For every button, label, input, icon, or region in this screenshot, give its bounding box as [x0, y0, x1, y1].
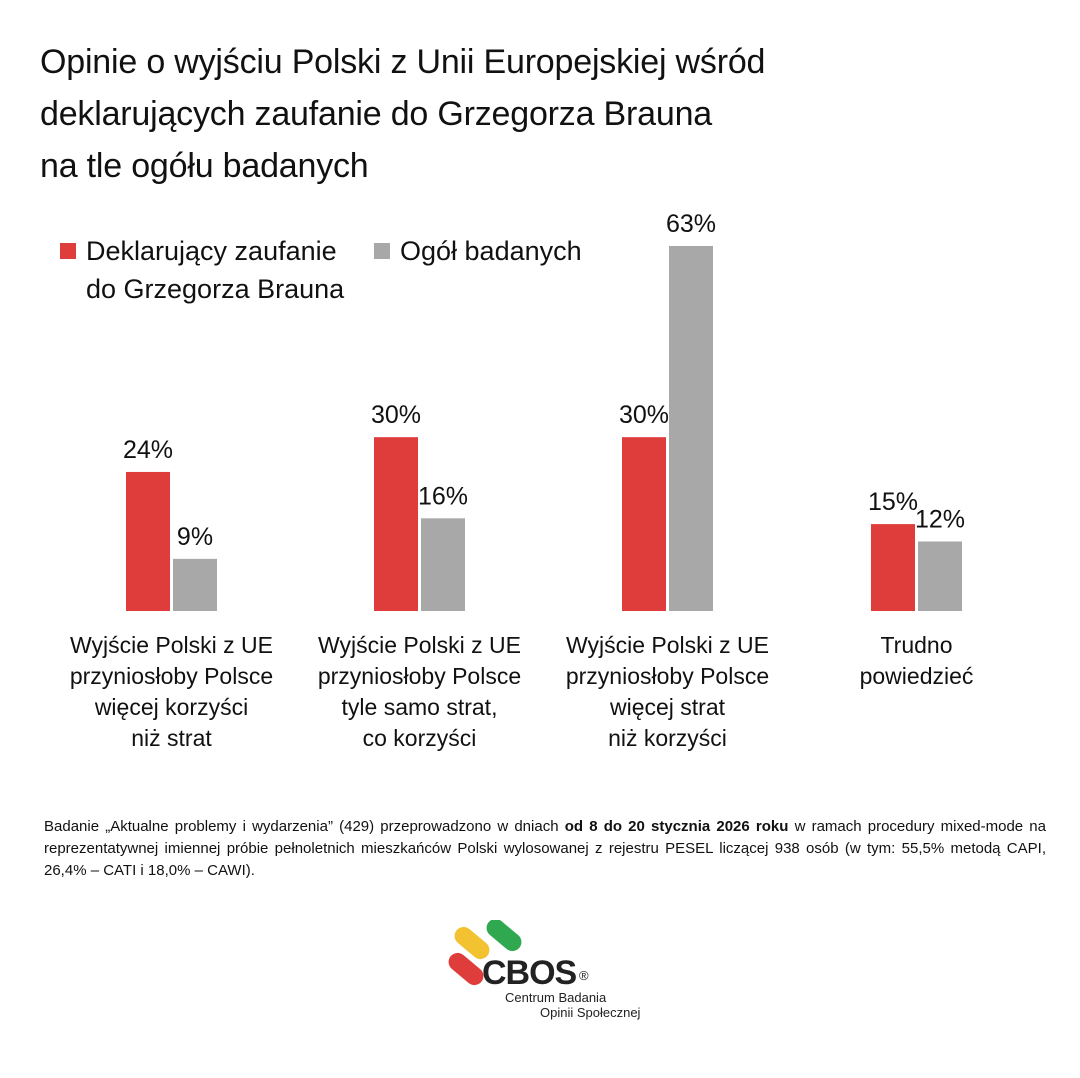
title-line-2: deklarujących zaufanie do Grzegorza Brau…: [40, 95, 712, 133]
bar-ogol-2: [669, 246, 713, 611]
category-label-2-line-3: niż korzyści: [608, 725, 727, 751]
cbos-logo-icon: [448, 920, 522, 986]
category-label-0-line-0: Wyjście Polski z UE: [70, 632, 273, 658]
category-label-0-line-3: niż strat: [131, 725, 212, 751]
note-text-2: w ramach procedury mixed-mode na repreze…: [44, 818, 1046, 879]
logo-pill-yellow: [454, 926, 490, 960]
bar-brauna-2: [622, 437, 666, 611]
data-label-ogol-3: 12%: [915, 505, 965, 533]
title-line-1: Opinie o wyjściu Polski z Unii Europejsk…: [40, 43, 766, 81]
data-label-ogol-1: 16%: [418, 482, 468, 510]
data-label-ogol-2: 63%: [666, 210, 716, 238]
data-label-brauna-2: 30%: [619, 401, 669, 429]
legend-swatch-gray: [374, 243, 390, 259]
logo-registered: ®: [579, 968, 589, 983]
category-label-1-line-2: tyle samo strat,: [341, 694, 498, 720]
category-label-1: Wyjście Polski z UE przyniosłoby Polsce ty…: [300, 630, 540, 754]
category-label-1-line-1: przyniosłoby Polsce: [317, 663, 522, 689]
data-label-brauna-3: 15%: [868, 488, 918, 516]
logo-pill-green: [486, 920, 522, 952]
note-text-1: Badanie „Aktualne problemy i wydarzenia”…: [44, 818, 565, 835]
methodology-note: Badanie „Aktualne problemy i wydarzenia”…: [44, 816, 1046, 882]
category-label-0-line-2: więcej korzyści: [94, 694, 249, 720]
logo-pill-red: [448, 952, 484, 986]
category-label-2-line-0: Wyjście Polski z UE: [566, 632, 769, 658]
legend-swatch-red: [60, 243, 76, 259]
legend-label-brauna: Deklarujący zaufanie do Grzegorza Brauna: [86, 232, 344, 308]
logo-subtitle-2: Opinii Społecznej: [540, 1005, 641, 1020]
legend-label-line-1: Deklarujący zaufanie: [86, 236, 337, 266]
note-date: od 8 do 20 stycznia 2026 roku: [564, 818, 789, 835]
legend-label-line-2: do Grzegorza Brauna: [86, 274, 345, 304]
category-label-3-line-0: Trudno: [880, 632, 953, 658]
bar-ogol-3: [918, 541, 962, 611]
bar-brauna-1: [374, 437, 418, 611]
data-label-brauna-1: 30%: [371, 401, 421, 429]
category-label-0: Wyjście Polski z UE przyniosłoby Polsce wi…: [52, 630, 292, 754]
category-label-1-line-3: co korzyści: [362, 725, 477, 751]
data-label-ogol-0: 9%: [177, 523, 213, 551]
chart-title: Opinie o wyjściu Polski z Unii Europejsk…: [40, 36, 1040, 192]
category-label-2-line-1: przyniosłoby Polsce: [565, 663, 770, 689]
category-label-2: Wyjście Polski z UE przyniosłoby Polsce wi…: [548, 630, 788, 754]
category-label-2-line-2: więcej strat: [609, 694, 726, 720]
title-line-3: na tle ogółu badanych: [40, 147, 369, 185]
category-label-3: Trudno powiedzieć: [797, 630, 1037, 692]
bar-ogol-1: [421, 518, 465, 611]
category-label-1-line-0: Wyjście Polski z UE: [318, 632, 521, 658]
legend-label-ogol: Ogół badanych: [400, 236, 582, 266]
data-label-brauna-0: 24%: [123, 436, 173, 464]
logo-subtitle-1: Centrum Badania: [505, 990, 607, 1005]
bar-brauna-0: [126, 471, 170, 611]
category-label-3-line-1: powiedzieć: [859, 663, 974, 689]
logo-name: CBOS: [482, 954, 577, 992]
category-label-0-line-1: przyniosłoby Polsce: [69, 663, 274, 689]
bar-ogol-0: [173, 558, 217, 611]
bar-brauna-3: [871, 524, 915, 611]
